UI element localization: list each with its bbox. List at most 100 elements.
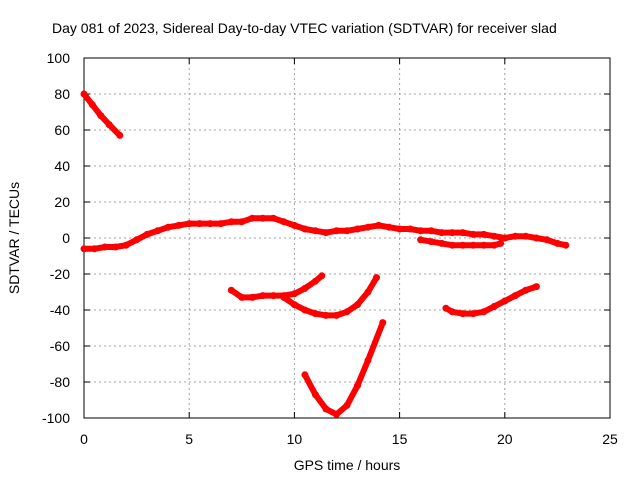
data-point [501, 297, 509, 305]
data-point [459, 229, 467, 237]
data-point [442, 304, 450, 312]
y-tick-label: -60 [50, 338, 70, 354]
data-point [469, 241, 477, 249]
data-point [385, 223, 393, 231]
data-point [379, 319, 387, 327]
data-point [80, 245, 88, 253]
data-point [438, 229, 446, 237]
data-point [322, 405, 330, 413]
data-point [318, 272, 326, 280]
x-tick-label: 20 [497, 431, 513, 447]
data-point [322, 229, 330, 237]
data-point [427, 227, 435, 235]
y-tick-label: 60 [54, 122, 70, 138]
data-point [112, 243, 120, 251]
data-point [343, 308, 351, 316]
data-point [543, 236, 551, 244]
data-point [438, 239, 446, 247]
data-point [301, 284, 309, 292]
data-point [311, 310, 319, 318]
data-point [532, 234, 540, 242]
data-point [227, 218, 235, 226]
data-point [322, 311, 330, 319]
data-point [396, 225, 404, 233]
series-layer [80, 90, 570, 418]
data-point [290, 221, 298, 229]
data-point [311, 277, 319, 285]
data-point [143, 230, 151, 238]
data-point [301, 306, 309, 314]
data-point [248, 293, 256, 301]
data-point [185, 220, 193, 228]
data-point [364, 356, 372, 364]
data-point [290, 301, 298, 309]
data-point [227, 286, 235, 294]
data-point [301, 371, 309, 379]
data-point [217, 220, 225, 228]
series-arc-3 [228, 272, 325, 301]
data-point [448, 229, 456, 237]
data-point [311, 391, 319, 399]
data-point [116, 131, 124, 139]
data-point [311, 227, 319, 235]
x-axis-label: GPS time / hours [294, 457, 401, 473]
y-tick-label: -80 [50, 374, 70, 390]
data-point [501, 234, 509, 242]
x-tick-label: 5 [185, 431, 193, 447]
data-point [459, 310, 467, 318]
data-point [490, 241, 498, 249]
y-tick-label: 40 [54, 158, 70, 174]
x-tick-label: 0 [80, 431, 88, 447]
series-arc-4 [280, 274, 380, 319]
data-point [343, 401, 351, 409]
data-point [562, 241, 570, 249]
data-point [469, 230, 477, 238]
series-arc-5 [301, 319, 386, 418]
data-point [280, 293, 288, 301]
data-point [105, 121, 113, 129]
x-tick-label: 25 [602, 431, 618, 447]
data-point [343, 227, 351, 235]
chart-title: Day 081 of 2023, Sidereal Day-to-day VTE… [52, 20, 557, 36]
data-point [364, 223, 372, 231]
y-tick-label: 80 [54, 86, 70, 102]
x-tick-label: 15 [392, 431, 408, 447]
data-point [364, 288, 372, 296]
data-point [417, 236, 425, 244]
data-point [154, 227, 162, 235]
data-point [248, 214, 256, 222]
data-point [354, 301, 361, 309]
data-point [427, 238, 435, 246]
data-point [280, 218, 288, 226]
data-point [497, 239, 505, 247]
data-point [333, 311, 340, 319]
data-point [490, 302, 498, 310]
data-point [522, 286, 530, 294]
x-tick-labels: 0 5 10 15 20 25 [80, 431, 618, 447]
data-point [354, 382, 361, 390]
x-tick-label: 10 [287, 431, 303, 447]
y-tick-label: -20 [50, 266, 70, 282]
data-point [80, 90, 88, 98]
y-tick-label: -100 [42, 410, 70, 426]
data-point [448, 308, 456, 316]
axis-ticks [83, 57, 611, 419]
data-point [97, 112, 105, 120]
data-point [175, 221, 183, 229]
data-point [459, 241, 467, 249]
data-point [238, 293, 246, 301]
y-tick-label: -40 [50, 302, 70, 318]
data-point [164, 223, 172, 231]
data-point [354, 225, 361, 233]
data-point [480, 230, 488, 238]
y-tick-label: 20 [54, 194, 70, 210]
data-point [469, 310, 477, 318]
data-point [88, 101, 96, 109]
data-point [333, 227, 340, 235]
data-point [290, 290, 298, 298]
data-point [238, 218, 246, 226]
data-point [333, 410, 340, 418]
data-point [511, 232, 519, 240]
data-point [269, 292, 277, 300]
